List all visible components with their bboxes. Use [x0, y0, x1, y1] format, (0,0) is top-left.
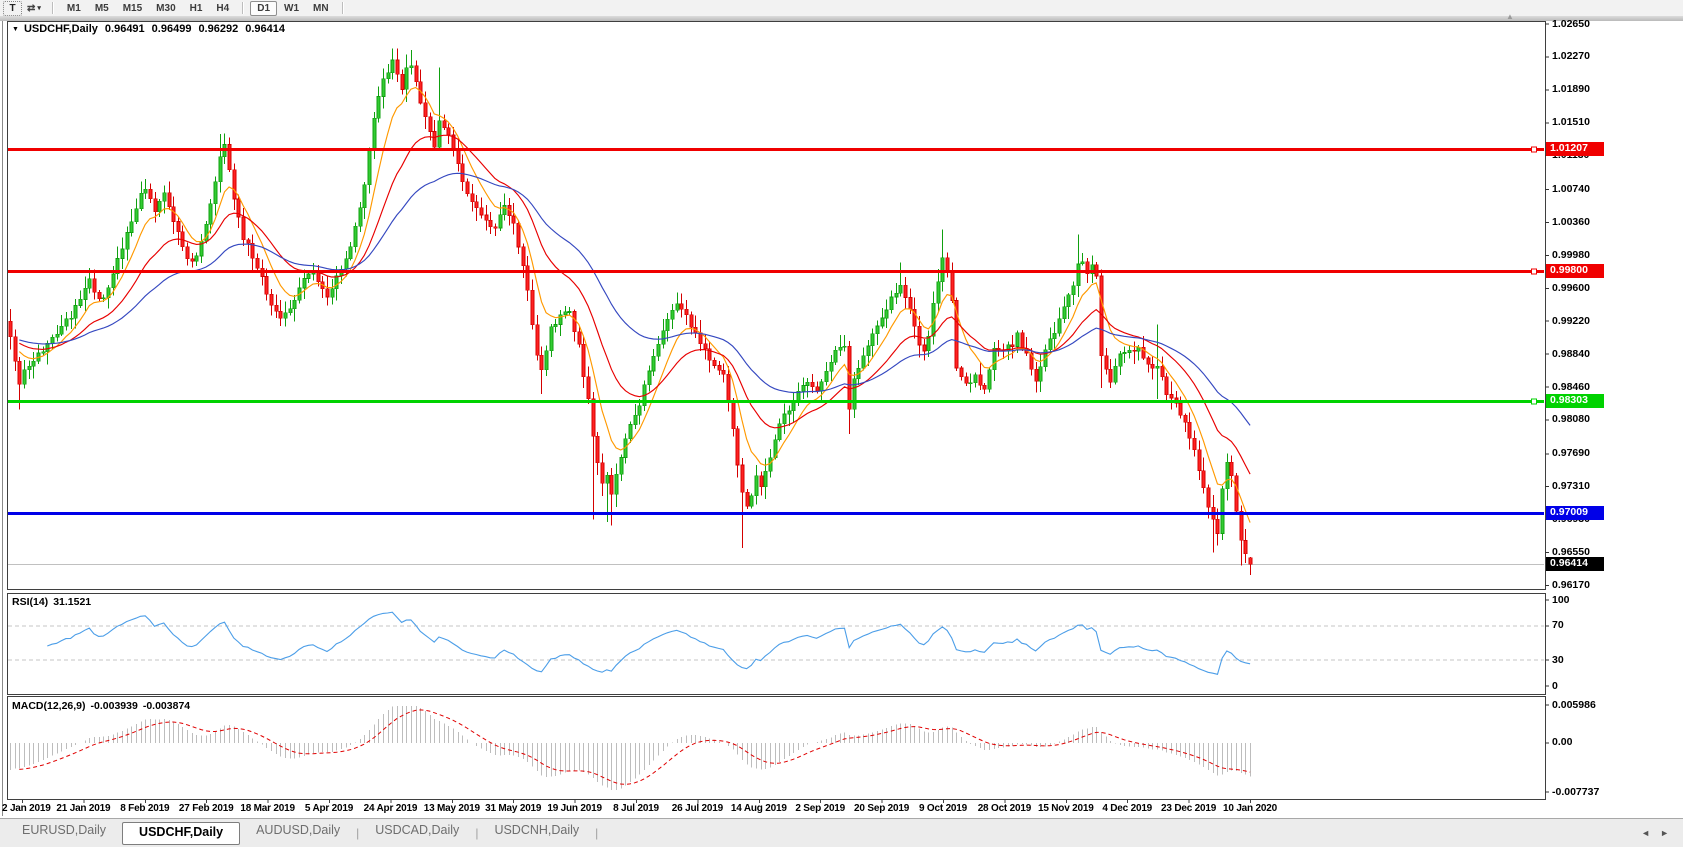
candlestick-series: [8, 48, 1253, 575]
panel-border: [7, 593, 1546, 695]
ma-line-21: [19, 134, 1251, 475]
ma-line-45: [19, 172, 1251, 426]
window-left-edge: [2, 21, 3, 816]
ohlc-close: 0.96414: [245, 23, 285, 35]
symbol-label: USDCHF,Daily: [23, 23, 98, 35]
timeframe-d1-button[interactable]: D1: [250, 0, 278, 16]
timeframe-h1-button[interactable]: H1: [189, 2, 203, 14]
macd-panel-title: MACD(12,26,9) -0.003939 -0.003874: [12, 700, 195, 712]
level-line-handle[interactable]: [1531, 268, 1537, 275]
toolbar-separator: [341, 2, 344, 14]
tab-usdcnh-daily[interactable]: USDCNH,Daily: [494, 822, 580, 837]
text-tool-button[interactable]: T: [3, 0, 22, 16]
timeframe-m15-button[interactable]: M15: [122, 2, 143, 14]
cursor-tool-button[interactable]: ⇄ ▾: [22, 1, 46, 16]
tab-separator: |: [356, 826, 360, 840]
ohlc-high: 0.96499: [151, 23, 192, 35]
macd-signal-line: [19, 709, 1251, 785]
tab-separator: |: [475, 826, 479, 840]
toolbar-separator: [242, 2, 245, 14]
tabs-scroll-left-icon[interactable]: ◄: [1641, 828, 1651, 838]
symbol-dropdown-icon[interactable]: ▼: [12, 26, 19, 33]
timeframe-m5-button[interactable]: M5: [94, 2, 109, 14]
rsi-label: RSI(14): [12, 596, 49, 608]
macd-signal-value: -0.003874: [142, 700, 191, 712]
macd-main-value: -0.003939: [90, 700, 138, 712]
ohlc-low: 0.96292: [198, 23, 239, 35]
panel-border: [7, 696, 1546, 800]
tabs-scroll-right-icon[interactable]: ►: [1660, 828, 1669, 838]
level-line-handle[interactable]: [1531, 398, 1537, 405]
scroll-to-end-icon[interactable]: ▲: [1506, 12, 1514, 21]
tab-eurusd-daily[interactable]: EURUSD,Daily: [22, 822, 107, 837]
rsi-value: 31.1521: [53, 596, 92, 608]
rsi-line: [47, 611, 1251, 675]
tab-audusd-daily[interactable]: AUDUSD,Daily: [256, 822, 341, 837]
tab-usdcad-daily[interactable]: USDCAD,Daily: [375, 822, 460, 837]
arrows-tool-icon: ⇄: [27, 2, 36, 14]
timeframe-m1-button[interactable]: M1: [66, 2, 81, 14]
macd-histogram: [10, 705, 1251, 790]
chart-tabs-bar: EURUSD,Daily USDCHF,Daily AUDUSD,Daily |…: [0, 818, 1683, 847]
chevron-down-icon: ▾: [37, 5, 41, 12]
ma-line-8: [18, 86, 1251, 523]
toolbar: T ⇄ ▾ M1 M5 M15 M30 H1 H4 D1 W1 MN: [0, 0, 1683, 16]
rsi-panel-title: RSI(14) 31.1521: [12, 596, 96, 608]
toolbar-bottom-band: [0, 16, 1683, 21]
timeframe-mn-button[interactable]: MN: [313, 2, 329, 14]
panel-border: [7, 21, 1546, 590]
toolbar-separator: [51, 2, 54, 14]
chart-header: ▼ USDCHF,Daily 0.96491 0.96499 0.96292 0.9641…: [12, 23, 285, 35]
level-line-handle[interactable]: [1531, 146, 1537, 153]
timeframe-m30-button[interactable]: M30: [156, 2, 176, 14]
timeframe-w1-button[interactable]: W1: [284, 2, 300, 14]
tab-usdchf-daily[interactable]: USDCHF,Daily: [122, 821, 241, 845]
timeframe-h4-button[interactable]: H4: [216, 2, 230, 14]
tab-separator: |: [595, 826, 599, 840]
ohlc-open: 0.96491: [104, 23, 145, 35]
macd-label: MACD(12,26,9): [12, 700, 86, 712]
